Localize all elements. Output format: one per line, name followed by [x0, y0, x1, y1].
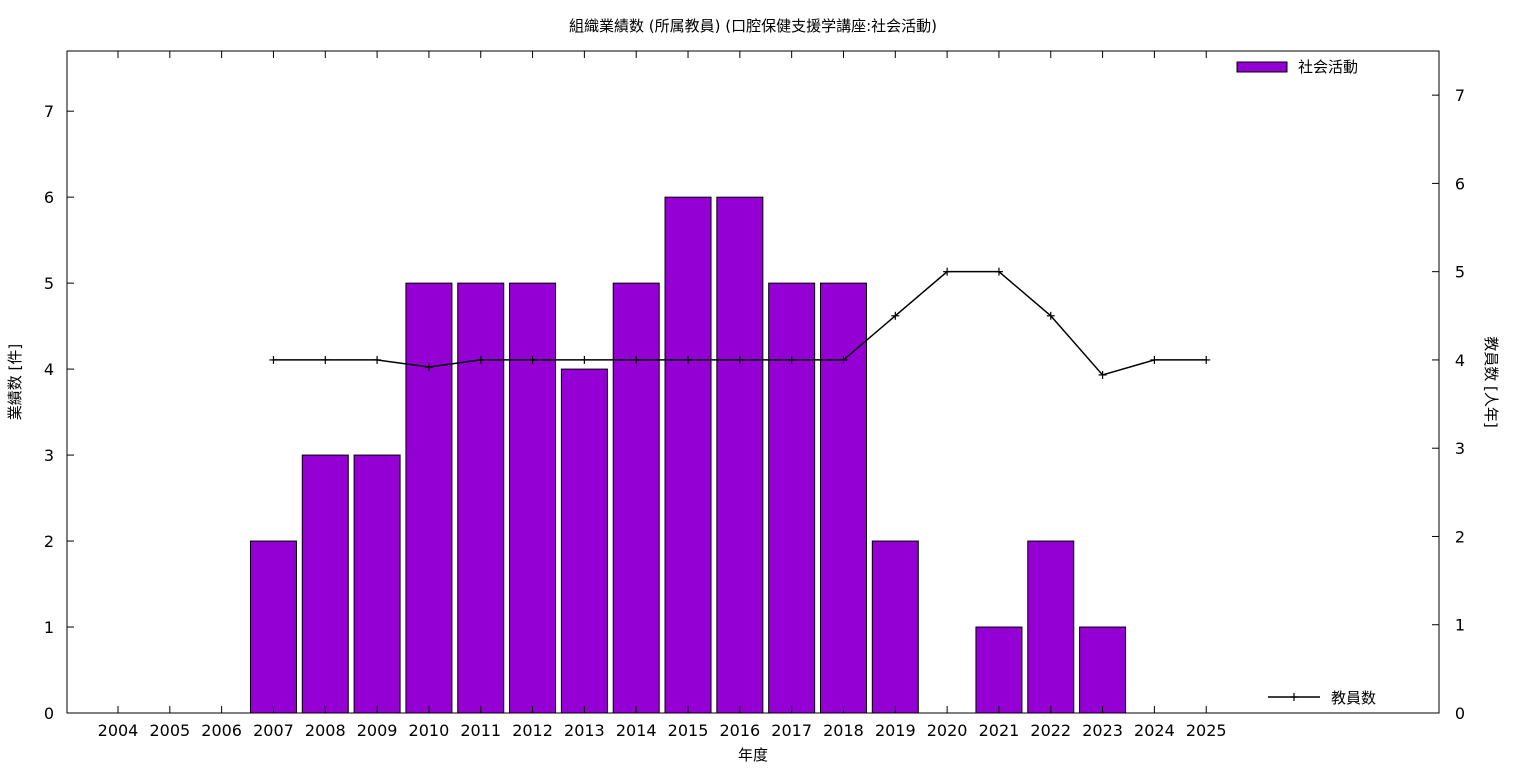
- y2-tick-label: 4: [1455, 351, 1465, 370]
- point-2007: [269, 355, 278, 364]
- x-tick-label-2012: 2012: [512, 721, 553, 740]
- point-2009: [373, 355, 382, 364]
- x-tick-label-2016: 2016: [719, 721, 760, 740]
- x-tick-label-2009: 2009: [357, 721, 398, 740]
- x-tick-label-2020: 2020: [927, 721, 968, 740]
- x-tick-label-2004: 2004: [98, 721, 139, 740]
- bar-2010: [405, 282, 453, 714]
- bar-2008: [301, 454, 349, 714]
- x-tick-label-2024: 2024: [1134, 721, 1175, 740]
- bar-2012: [509, 282, 557, 714]
- point-2015: [684, 355, 693, 364]
- point-2024: [1150, 355, 1159, 364]
- y2-axis-label: 教員数 [人年]: [1482, 336, 1500, 427]
- legend-label-bar: 社会活動: [1298, 58, 1358, 76]
- bar-2007: [249, 540, 297, 714]
- bar-2021: [975, 626, 1023, 714]
- y-tick-label: 7: [44, 102, 54, 121]
- y-tick-label: 2: [44, 532, 54, 551]
- x-tick-label-2005: 2005: [149, 721, 190, 740]
- x-tick-label-2023: 2023: [1082, 721, 1123, 740]
- legend-swatch-bar: [1236, 61, 1288, 73]
- y-axis-label: 業績数 [件]: [6, 344, 24, 420]
- x-tick-label-2008: 2008: [305, 721, 346, 740]
- x-tick-label-2019: 2019: [875, 721, 916, 740]
- point-2020: [943, 267, 952, 276]
- y2-tick-label: 7: [1455, 86, 1465, 105]
- y2-tick-label: 0: [1455, 704, 1465, 723]
- legend-item-line: 教員数: [1268, 689, 1376, 707]
- bar-2009: [353, 454, 401, 714]
- x-tick-label-2018: 2018: [823, 721, 864, 740]
- y-tick-label: 1: [44, 618, 54, 637]
- y2-tick-label: 1: [1455, 616, 1465, 635]
- bar-2022: [1027, 540, 1075, 714]
- y-tick-label: 0: [44, 704, 54, 723]
- point-2011: [476, 355, 485, 364]
- bar-2013: [560, 368, 608, 714]
- y-tick-label: 5: [44, 274, 54, 293]
- bar-2019: [871, 540, 919, 714]
- point-2016: [735, 355, 744, 364]
- y2-tick-label: 6: [1455, 174, 1465, 193]
- point-2022: [1046, 311, 1055, 320]
- point-2023: [1098, 370, 1107, 379]
- x-tick-label-2021: 2021: [979, 721, 1020, 740]
- bar-2017: [768, 282, 816, 714]
- y-tick-label: 3: [44, 446, 54, 465]
- x-tick-label-2010: 2010: [409, 721, 450, 740]
- bar-2014: [612, 282, 660, 714]
- x-tick-label-2011: 2011: [460, 721, 501, 740]
- x-tick-label-2017: 2017: [771, 721, 812, 740]
- bar-2011: [457, 282, 505, 714]
- y2-tick-label: 2: [1455, 527, 1465, 546]
- plot-frame: [66, 50, 1440, 714]
- point-2013: [580, 355, 589, 364]
- y-tick-label: 4: [44, 360, 54, 379]
- point-2025: [1202, 355, 1211, 364]
- bar-2015: [664, 196, 712, 714]
- legend-item-bar: 社会活動: [1236, 58, 1358, 76]
- x-tick-label-2007: 2007: [253, 721, 294, 740]
- point-2018: [839, 355, 848, 364]
- x-tick-label-2014: 2014: [616, 721, 657, 740]
- bar-2018: [819, 282, 867, 714]
- ticks-layer: 0 1 2 3 4 5 6 7 0 1 2 3 4 5 6 7 2004 2005 2006 2007 2008 2009…: [44, 51, 1465, 740]
- bar-2016: [716, 196, 764, 714]
- line-layer: [269, 267, 1211, 379]
- x-axis-label: 年度: [738, 746, 768, 764]
- point-2021: [994, 267, 1003, 276]
- bar-2023: [1079, 626, 1127, 714]
- point-2010: [424, 362, 433, 371]
- point-2012: [528, 355, 537, 364]
- point-2017: [787, 355, 796, 364]
- x-tick-label-2006: 2006: [201, 721, 242, 740]
- y-tick-label: 6: [44, 188, 54, 207]
- legend-label-line: 教員数: [1331, 689, 1376, 707]
- x-tick-label-2015: 2015: [668, 721, 709, 740]
- point-2008: [321, 355, 330, 364]
- chart-title: 組織業績数 (所属教員) (口腔保健支援学講座:社会活動): [569, 17, 937, 35]
- point-2014: [632, 355, 641, 364]
- x-tick-label-2025: 2025: [1186, 721, 1227, 740]
- point-2019: [891, 311, 900, 320]
- y2-tick-label: 3: [1455, 439, 1465, 458]
- bars-layer: [249, 196, 1127, 714]
- x-tick-label-2022: 2022: [1030, 721, 1071, 740]
- y2-tick-label: 5: [1455, 263, 1465, 282]
- x-tick-label-2013: 2013: [564, 721, 605, 740]
